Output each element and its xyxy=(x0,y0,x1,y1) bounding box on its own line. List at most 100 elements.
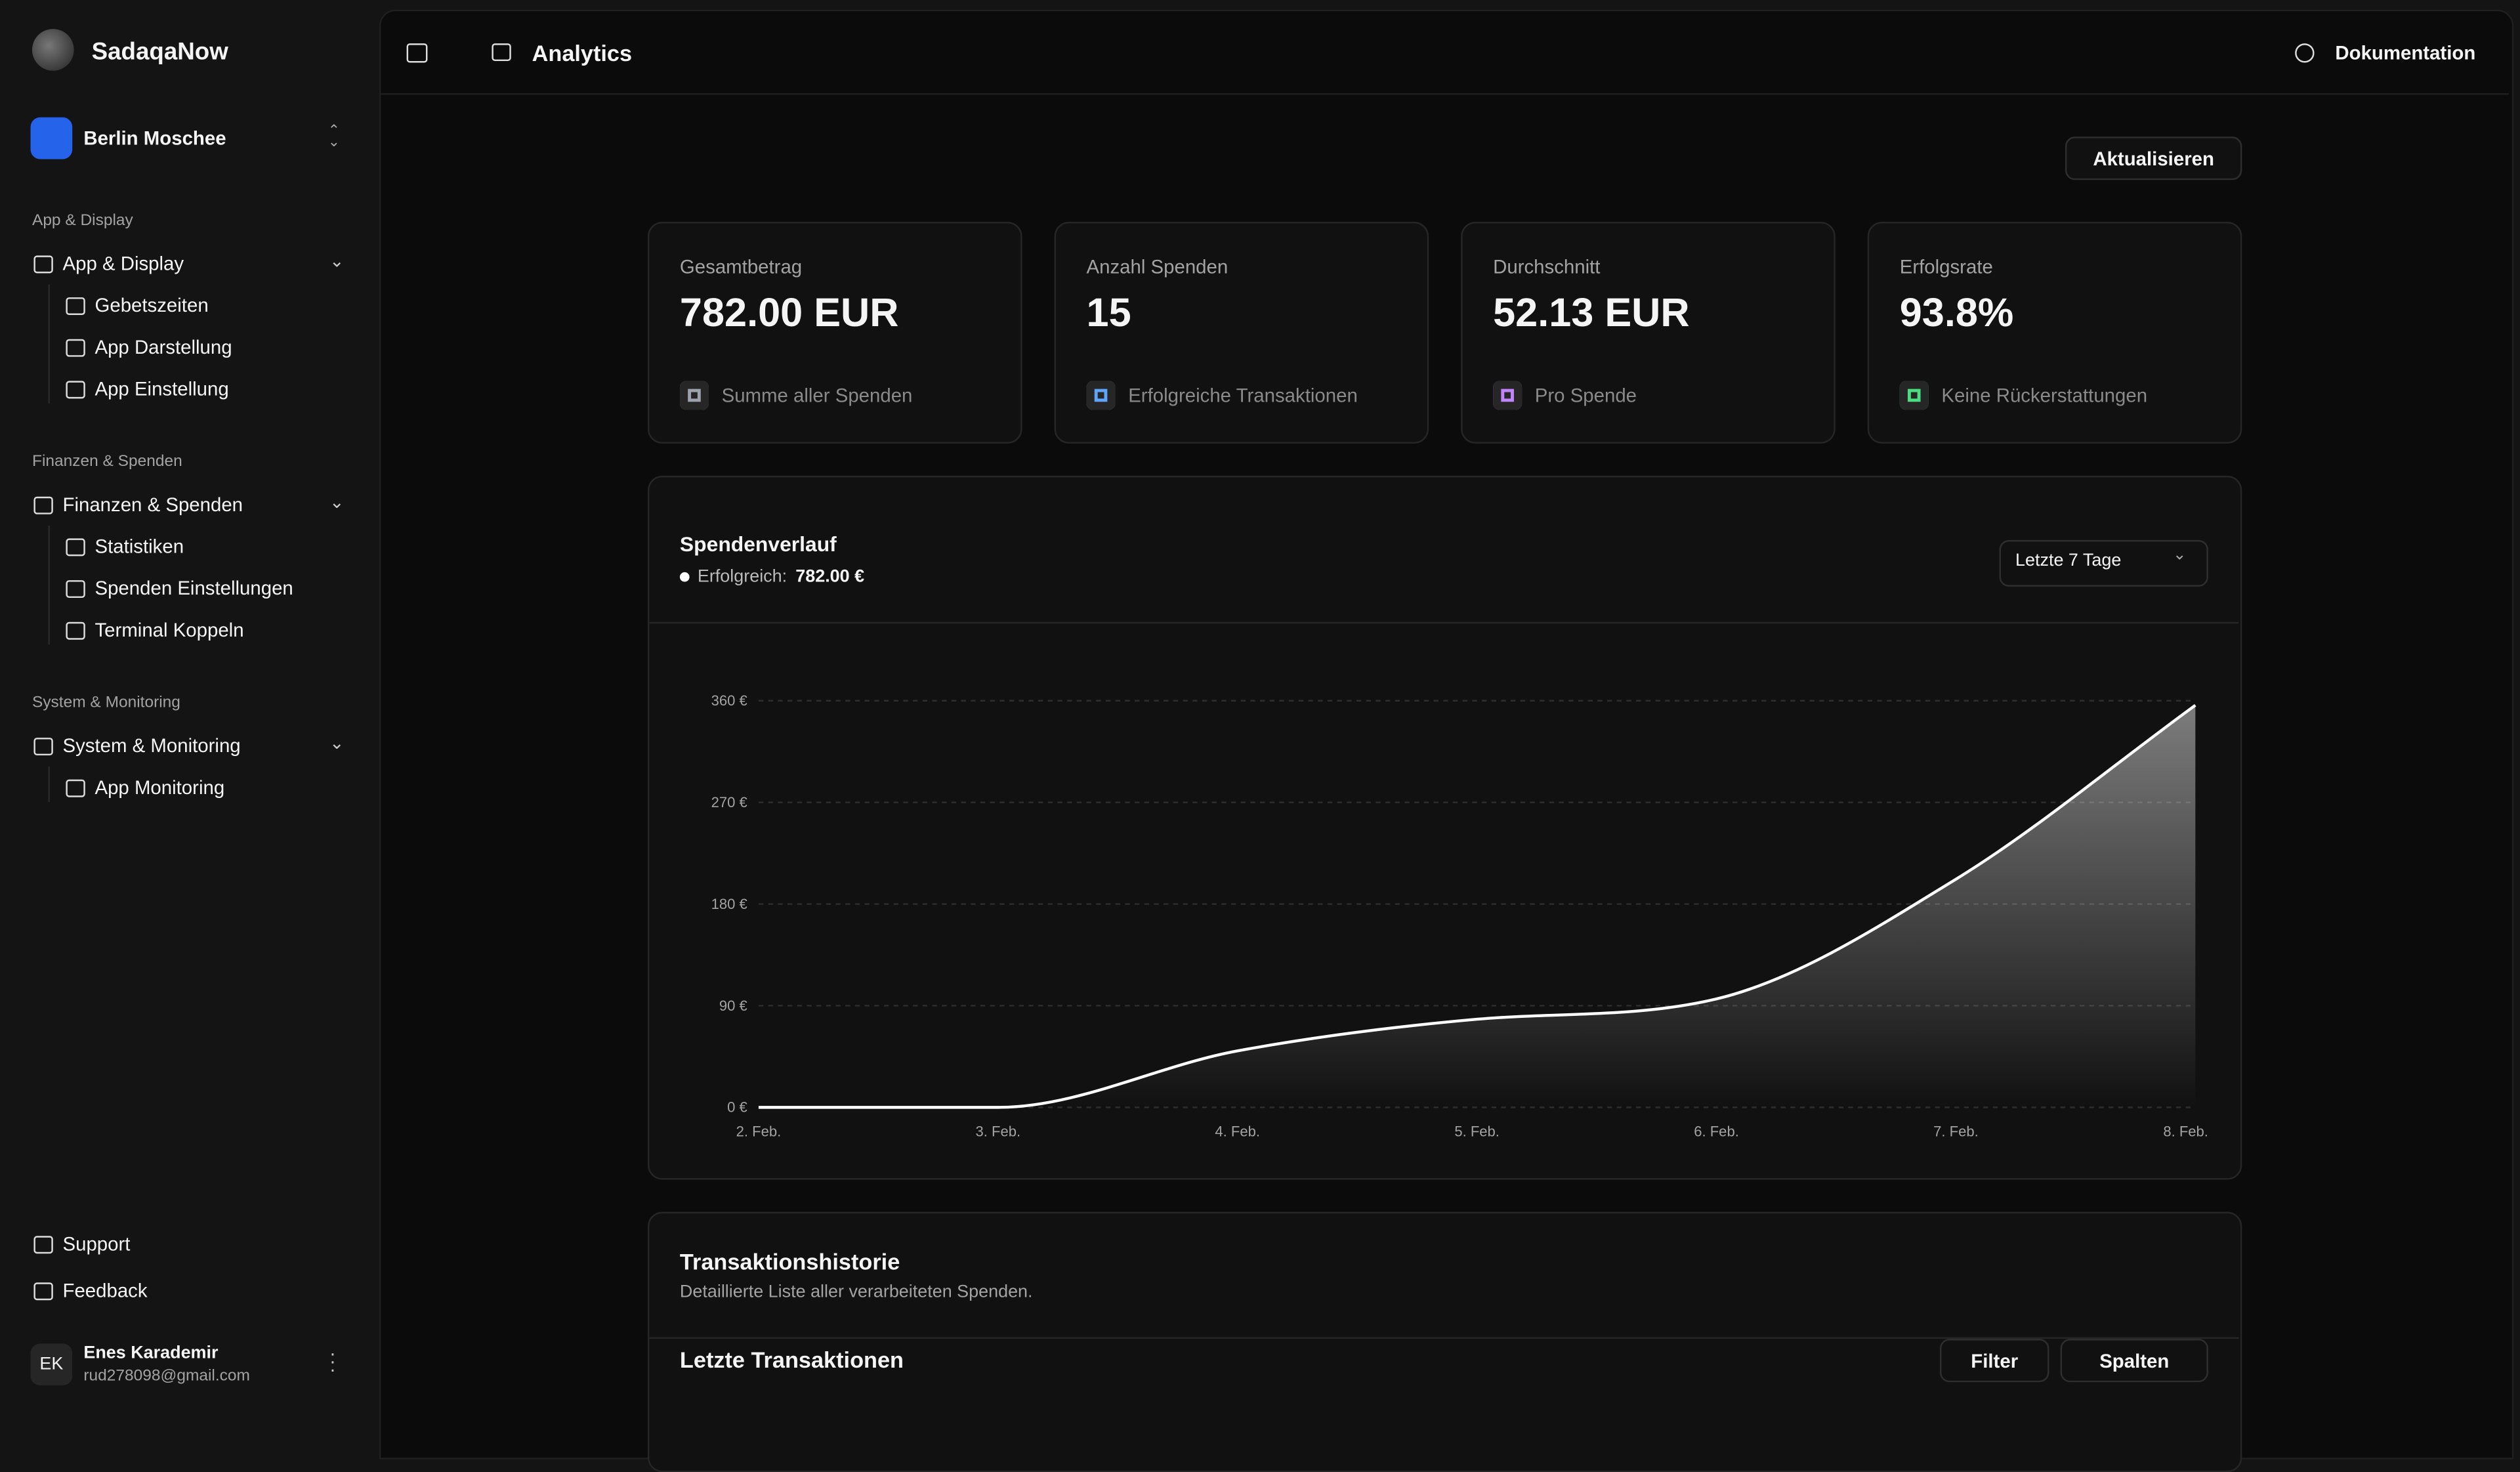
y-tick-label: 90 € xyxy=(719,998,747,1014)
header-divider xyxy=(381,93,2509,95)
nav-item[interactable]: Spenden Einstellungen xyxy=(94,577,293,600)
stat-value: 782.00 EUR xyxy=(679,291,899,336)
workspace-icon xyxy=(30,117,73,159)
chart-title: Spendenverlauf xyxy=(679,532,837,557)
menu[interactable]: · · · xyxy=(329,1341,336,1381)
chart: 0 € 90 € 180 € 270 € 360 € 2. Feb. 3. Feb. 4. F… xyxy=(711,692,2208,1139)
columns-button[interactable]: Spalten xyxy=(2060,1339,2208,1383)
transactions-divider xyxy=(649,1337,2239,1339)
stat-label: Gesamtbetrag xyxy=(679,255,803,278)
group-icon xyxy=(33,496,53,515)
filter-button[interactable]: Filter xyxy=(1939,1339,2049,1383)
avatar: EK xyxy=(30,1343,73,1386)
stat-card xyxy=(1867,221,2242,444)
footer-link[interactable]: Support xyxy=(62,1232,131,1255)
y-tick-label: 0 € xyxy=(727,1099,747,1116)
group-icon xyxy=(33,738,53,756)
legend-value: 782.00 € xyxy=(795,567,865,587)
area xyxy=(758,705,2196,1108)
brand: SadaqaNow xyxy=(91,38,228,66)
stat-icon xyxy=(679,381,709,410)
sidebar xyxy=(0,0,378,1418)
stat-note: Keine Rückerstattungen xyxy=(1941,384,2148,407)
legend-label: Erfolgreich: xyxy=(697,567,788,587)
nav-item[interactable]: Gebetszeiten xyxy=(94,294,209,317)
tree-line xyxy=(48,767,50,803)
range-select[interactable] xyxy=(1999,539,2208,587)
sidebar-toggle[interactable] xyxy=(406,43,428,63)
stat-card xyxy=(1054,221,1429,444)
table-title: Letzte Transaktionen xyxy=(679,1347,904,1373)
y-tick-label: 180 € xyxy=(711,896,747,912)
transactions-subtitle: Detaillierte Liste aller verarbeiteten S… xyxy=(679,1282,1033,1302)
item-icon xyxy=(66,621,85,640)
stat-value: 52.13 EUR xyxy=(1493,291,1690,336)
range-select-label[interactable]: Letzte 7 Tage xyxy=(2015,551,2122,571)
y-tick-label: 360 € xyxy=(711,692,747,709)
stat-icon xyxy=(1899,381,1929,410)
group-icon xyxy=(33,255,53,274)
stat-note: Pro Spende xyxy=(1534,384,1637,407)
x-tick-label: 3. Feb. xyxy=(976,1123,1021,1139)
chart-divider xyxy=(649,621,2239,624)
stat-label: Anzahl Spenden xyxy=(1086,255,1228,278)
stat-icon xyxy=(1086,381,1116,410)
stat-value: 93.8% xyxy=(1899,291,2014,336)
user-email: rud278098@gmail.com xyxy=(83,1368,250,1386)
y-tick-label: 270 € xyxy=(711,794,747,810)
stat-card xyxy=(647,221,1022,444)
nav-item[interactable]: Statistiken xyxy=(94,535,184,558)
legend-dot xyxy=(679,572,690,582)
refresh-button[interactable]: Aktualisieren xyxy=(2065,137,2242,180)
columns-label: Spalten xyxy=(2099,1349,2170,1372)
stat-note: Summe aller Spenden xyxy=(721,384,913,407)
item-icon xyxy=(66,339,85,357)
item-icon xyxy=(66,779,85,797)
chevron[interactable]: ⌄ xyxy=(329,493,345,513)
filter-label: Filter xyxy=(1971,1349,2019,1372)
group-label: Finanzen & Spenden xyxy=(32,453,182,471)
stat-value: 15 xyxy=(1086,291,1131,336)
tree-line xyxy=(48,284,50,404)
workspace[interactable]: Berlin Moschee xyxy=(83,127,226,150)
docs-link[interactable]: Dokumentation xyxy=(2335,41,2476,64)
x-tick-label: 4. Feb. xyxy=(1215,1123,1260,1139)
group-title[interactable]: System & Monitoring xyxy=(62,734,241,757)
item-icon xyxy=(66,580,85,599)
transactions-title: Transaktionshistorie xyxy=(679,1248,900,1275)
nav-item[interactable]: App Darstellung xyxy=(94,335,232,359)
x-tick-label: 5. Feb. xyxy=(1454,1123,1500,1139)
footer-link[interactable]: Feedback xyxy=(62,1279,148,1302)
x-tick-label: 6. Feb. xyxy=(1694,1123,1739,1139)
tree-line xyxy=(48,525,50,645)
stat-label: Durchschnitt xyxy=(1493,255,1601,278)
nav-item[interactable]: App Monitoring xyxy=(94,776,225,799)
item-icon xyxy=(66,297,85,316)
docs-icon xyxy=(2295,43,2315,63)
group-label: System & Monitoring xyxy=(32,694,180,712)
stat-note: Erfolgreiche Transaktionen xyxy=(1128,384,1358,407)
user-name[interactable]: Enes Karademir xyxy=(83,1343,219,1363)
analytics-icon xyxy=(492,43,511,62)
stat-card xyxy=(1461,221,1836,444)
range-chevron: ⌄ xyxy=(2173,546,2187,564)
x-tick-label: 7. Feb. xyxy=(1933,1123,1979,1139)
nav-item[interactable]: App Einstellung xyxy=(94,377,229,400)
chevron[interactable]: ⌄ xyxy=(329,734,345,754)
chevron[interactable]: ⌄ xyxy=(329,252,345,272)
x-tick-label: 8. Feb. xyxy=(2163,1123,2208,1139)
refresh-label: Aktualisieren xyxy=(2093,147,2214,170)
nav-item[interactable]: Terminal Koppeln xyxy=(94,618,244,642)
link-icon xyxy=(33,1236,53,1254)
item-icon xyxy=(66,381,85,399)
stat-icon xyxy=(1493,381,1522,410)
link-icon xyxy=(33,1282,53,1301)
line xyxy=(758,704,2196,1109)
group-label: App & Display xyxy=(32,212,133,230)
group-title[interactable]: Finanzen & Spenden xyxy=(62,493,243,516)
stat-label: Erfolgsrate xyxy=(1899,255,1993,278)
workspace-toggle[interactable]: ⌃ ⌄ xyxy=(327,122,341,150)
group-title[interactable]: App & Display xyxy=(62,252,184,275)
